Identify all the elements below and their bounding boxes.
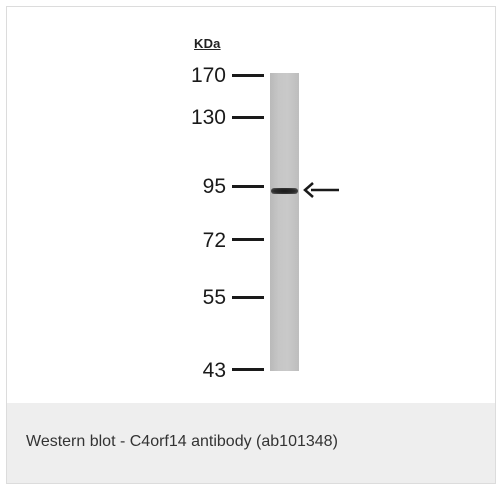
protein-band	[271, 188, 298, 194]
marker-tick-55	[232, 296, 264, 299]
marker-label-43: 43	[202, 359, 226, 382]
marker-tick-130	[232, 116, 264, 119]
marker-tick-43	[232, 368, 264, 371]
marker-tick-170	[232, 74, 264, 77]
marker-label-95: 95	[202, 175, 226, 198]
marker-tick-95	[232, 185, 264, 188]
marker-label-170: 170	[190, 64, 226, 87]
image-card: KDa 170 130 95 72 55 43 Western blot - C…	[6, 6, 496, 484]
caption-area: Western blot - C4orf14 antibody (ab10134…	[7, 403, 495, 483]
marker-label-130: 130	[190, 106, 226, 129]
marker-tick-72	[232, 238, 264, 241]
western-blot-image[interactable]: KDa 170 130 95 72 55 43	[7, 7, 495, 403]
left-arrow-icon	[303, 182, 339, 198]
blot-lane	[270, 73, 299, 371]
marker-label-55: 55	[202, 286, 226, 309]
marker-label-72: 72	[202, 229, 226, 252]
unit-label: KDa	[194, 36, 221, 51]
image-caption: Western blot - C4orf14 antibody (ab10134…	[26, 433, 338, 450]
